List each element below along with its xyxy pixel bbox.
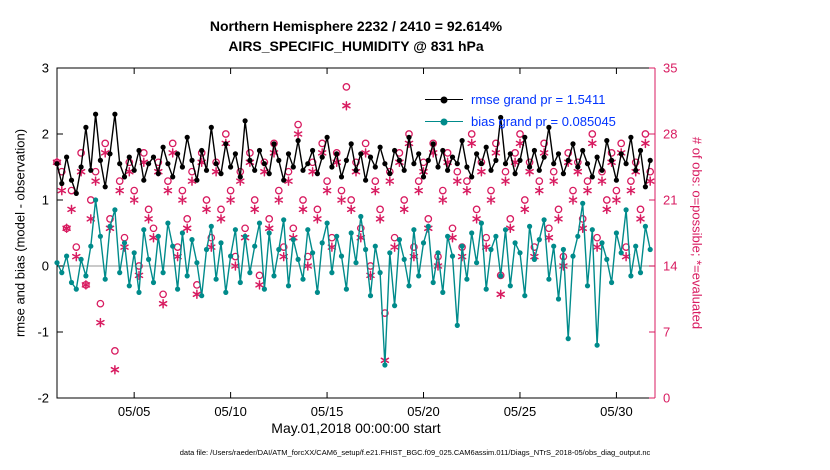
svg-text:2: 2 [42, 127, 49, 142]
bias-series [54, 197, 653, 368]
legend-rmse-line-sample [425, 96, 463, 103]
svg-text:-2: -2 [37, 391, 49, 406]
legend-bias-label: bias grand pr = 0.085045 [471, 113, 616, 129]
y-axis-right-ticks: 0 7 14 21 28 35 [649, 61, 677, 406]
chart-title-line1: Northern Hemisphere 2232 / 2410 = 92.614… [209, 18, 503, 34]
legend-item-rmse: rmse grand pr = 1.5411 [425, 88, 616, 110]
legend-bias-marker [440, 118, 448, 125]
svg-text:05/10: 05/10 [214, 404, 247, 419]
svg-text:05/15: 05/15 [311, 404, 344, 419]
data-file-path: data file: /Users/raeder/DAI/ATM_forcXX/… [179, 448, 651, 457]
svg-text:0: 0 [42, 259, 49, 274]
svg-text:21: 21 [663, 193, 677, 208]
y-axis-left-ticks: -2 -1 0 1 2 3 [37, 61, 63, 406]
chart-title-line2: AIRS_SPECIFIC_HUMIDITY @ 831 hPa [228, 38, 484, 54]
y-axis-left-label: rmse and bias (model - observation) [12, 128, 28, 338]
svg-text:3: 3 [42, 61, 49, 76]
legend: rmse grand pr = 1.5411 bias grand pr = 0… [425, 88, 616, 132]
legend-rmse-marker [440, 96, 448, 103]
svg-text:14: 14 [663, 259, 677, 274]
svg-text:05/05: 05/05 [118, 404, 151, 419]
svg-text:05/20: 05/20 [407, 404, 440, 419]
y-axis-right-label: # of obs: o=possible; *=evaluated [689, 136, 705, 330]
svg-text:0: 0 [663, 391, 670, 406]
svg-text:05/30: 05/30 [600, 404, 633, 419]
x-axis-label: May.01,2018 00:00:00 start [271, 420, 441, 436]
axis-box [56, 67, 655, 399]
rmse-line [56, 114, 651, 197]
svg-text:1: 1 [42, 193, 49, 208]
legend-item-bias: bias grand pr = 0.085045 [425, 110, 616, 132]
svg-text:35: 35 [663, 61, 677, 76]
svg-text:28: 28 [663, 127, 677, 142]
bias-line [56, 199, 651, 366]
x-axis-ticks: 05/05 05/10 05/15 05/20 05/25 05/30 [118, 68, 633, 419]
legend-bias-line-sample [425, 118, 463, 125]
svg-text:-1: -1 [37, 325, 49, 340]
rmse-series [54, 111, 653, 197]
legend-rmse-label: rmse grand pr = 1.5411 [471, 91, 606, 107]
svg-text:05/25: 05/25 [504, 404, 537, 419]
svg-text:7: 7 [663, 325, 670, 340]
